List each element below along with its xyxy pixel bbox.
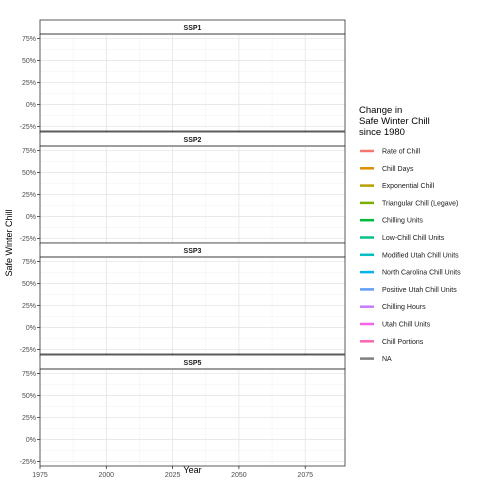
- x-tick-label: 2075: [297, 472, 313, 479]
- y-tick-label: 50%: [22, 393, 36, 400]
- legend-title: Change in: [359, 105, 402, 116]
- y-tick-label: -25%: [20, 124, 36, 131]
- y-tick-label: 75%: [22, 259, 36, 266]
- legend-item: Rate of Chill: [360, 149, 421, 156]
- legend-item: North Carolina Chill Units: [360, 270, 461, 277]
- y-tick-label: 75%: [22, 36, 36, 43]
- y-tick-label: 25%: [22, 303, 36, 310]
- y-tick-label: -25%: [20, 347, 36, 354]
- legend-item: Utah Chill Units: [360, 322, 431, 329]
- y-tick-label: 25%: [22, 415, 36, 422]
- legend-item: Chill Portions: [360, 339, 424, 346]
- legend-item: Chilling Hours: [360, 304, 426, 311]
- x-tick-label: 2050: [231, 472, 247, 479]
- y-tick-label: 0%: [26, 437, 36, 444]
- y-axis-title: Safe Winter Chill: [4, 209, 14, 276]
- y-tick-label: 0%: [26, 102, 36, 109]
- panel-border: [39, 33, 346, 132]
- legend-label: North Carolina Chill Units: [382, 270, 461, 277]
- legend-label: Chill Days: [382, 166, 414, 173]
- facet-panel-ssp5: SSP5 -25% 0% 25% 50% 75%: [20, 354, 346, 469]
- legend-label: Modified Utah Chill Units: [382, 252, 459, 259]
- legend-label: Utah Chill Units: [382, 322, 431, 329]
- facet-strip-label: SSP2: [184, 137, 202, 144]
- legend-label: Chilling Units: [382, 218, 423, 225]
- facet-strip-label: SSP3: [184, 248, 202, 255]
- legend-label: Triangular Chill (Legave): [382, 200, 458, 207]
- legend-item: Modified Utah Chill Units: [360, 252, 459, 259]
- facet-panel-ssp3: SSP3 -25% 0% 25% 50% 75%: [20, 242, 346, 357]
- x-tick-label: 2025: [165, 472, 181, 479]
- legend-title: since 1980: [359, 127, 405, 138]
- legend-label: Low-Chill Chill Units: [382, 235, 445, 242]
- legend-label: Exponential Chill: [382, 183, 435, 190]
- y-tick-label: -25%: [20, 459, 36, 466]
- y-tick-label: 50%: [22, 58, 36, 65]
- y-tick-label: 75%: [22, 371, 36, 378]
- facet-panel-ssp2: SSP2 -25% 0% 25% 50% 75%: [20, 131, 346, 246]
- panel-border: [39, 256, 346, 355]
- legend-item: NA: [360, 356, 392, 363]
- legend-item: Triangular Chill (Legave): [360, 200, 458, 207]
- y-tick-label: 25%: [22, 80, 36, 87]
- facet-strip-label: SSP5: [184, 360, 202, 367]
- legend-label: Rate of Chill: [382, 149, 421, 156]
- y-tick-label: -25%: [20, 236, 36, 243]
- legend-title: Safe Winter Chill: [359, 116, 430, 127]
- legend-item: Chill Days: [360, 166, 414, 173]
- legend-label: Positive Utah Chill Units: [382, 287, 457, 294]
- facet-panel-ssp1: SSP1 -25% 0% 25% 50% 75%: [20, 19, 346, 134]
- legend-item: Exponential Chill: [360, 183, 435, 190]
- y-tick-label: 50%: [22, 170, 36, 177]
- y-tick-label: 25%: [22, 192, 36, 199]
- x-tick-label: 1975: [32, 472, 48, 479]
- legend-label: Chill Portions: [382, 339, 424, 346]
- legend-item: Positive Utah Chill Units: [360, 287, 457, 294]
- x-axis-title: Year: [183, 465, 201, 475]
- y-tick-label: 0%: [26, 214, 36, 221]
- y-tick-label: 50%: [22, 281, 36, 288]
- legend-item: Chilling Units: [360, 218, 423, 225]
- legend-label: NA: [382, 356, 392, 363]
- y-tick-label: 0%: [26, 325, 36, 332]
- x-tick-label: 2000: [99, 472, 115, 479]
- legend-item: Low-Chill Chill Units: [360, 235, 445, 242]
- legend-label: Chilling Hours: [382, 304, 426, 311]
- facet-strip-label: SSP1: [184, 25, 202, 32]
- y-tick-label: 75%: [22, 148, 36, 155]
- panel-border: [39, 368, 346, 467]
